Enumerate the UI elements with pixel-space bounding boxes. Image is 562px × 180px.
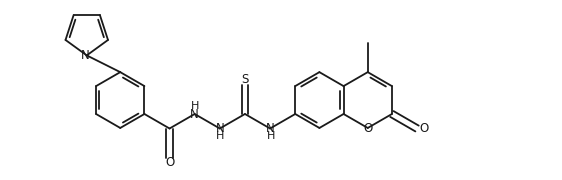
Text: H: H xyxy=(266,131,275,141)
Text: O: O xyxy=(419,122,428,135)
Text: O: O xyxy=(165,156,174,168)
Text: O: O xyxy=(364,122,373,135)
Text: N: N xyxy=(81,49,90,62)
Text: S: S xyxy=(241,73,248,86)
Text: N: N xyxy=(215,122,224,135)
Text: H: H xyxy=(216,131,225,141)
Text: N: N xyxy=(266,122,274,135)
Text: H: H xyxy=(191,101,200,111)
Text: N: N xyxy=(191,107,199,120)
